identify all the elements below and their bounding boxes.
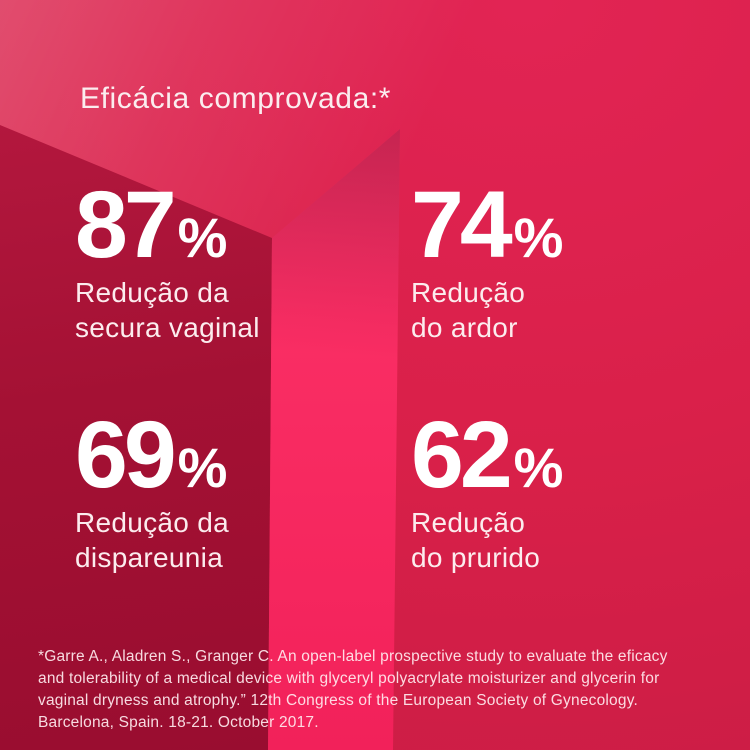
stat-card-dispareunia: 69% Redução da dispareunia — [75, 408, 229, 575]
stat-label: Redução da secura vaginal — [75, 275, 260, 345]
footnote-line: and tolerability of a medical device wit… — [38, 670, 660, 687]
stat-value-row: 62% — [411, 408, 564, 503]
stat-card-prurido: 62% Redução do prurido — [411, 408, 564, 575]
stat-label-line: do ardor — [411, 312, 518, 343]
stat-value: 62 — [411, 402, 513, 508]
stat-label-line: do prurido — [411, 542, 541, 573]
footnote-line: vaginal dryness and atrophy.” 12th Congr… — [38, 692, 639, 709]
stat-value-row: 74% — [411, 178, 564, 273]
footnote-line: Barcelona, Spain. 18-21. October 2017. — [38, 714, 319, 731]
stat-value: 69 — [75, 402, 177, 508]
stat-value-row: 87% — [75, 178, 260, 273]
stat-card-ardor: 74% Redução do ardor — [411, 178, 564, 345]
stat-label: Redução da dispareunia — [75, 505, 229, 575]
headline: Eficácia comprovada:* — [80, 82, 392, 115]
stat-label-line: dispareunia — [75, 542, 224, 573]
percent-sign: % — [177, 206, 228, 269]
stat-value: 87 — [75, 172, 177, 278]
stat-value: 74 — [411, 172, 513, 278]
percent-sign: % — [513, 206, 564, 269]
stat-card-secura-vaginal: 87% Redução da secura vaginal — [75, 178, 260, 345]
percent-sign: % — [513, 436, 564, 499]
footnote: *Garre A., Aladren S., Granger C. An ope… — [38, 646, 668, 734]
stat-label-line: Redução — [411, 277, 526, 308]
stat-label: Redução do prurido — [411, 505, 563, 575]
stat-label-line: secura vaginal — [75, 312, 260, 343]
stat-label-line: Redução da — [75, 277, 230, 308]
stat-label: Redução do ardor — [411, 275, 563, 345]
stat-value-row: 69% — [75, 408, 229, 503]
stat-label-line: Redução da — [75, 507, 230, 538]
footnote-line: *Garre A., Aladren S., Granger C. An ope… — [38, 648, 668, 665]
percent-sign: % — [177, 436, 228, 499]
stat-label-line: Redução — [411, 507, 526, 538]
